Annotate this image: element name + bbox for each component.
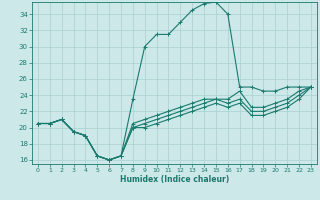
X-axis label: Humidex (Indice chaleur): Humidex (Indice chaleur) (120, 175, 229, 184)
